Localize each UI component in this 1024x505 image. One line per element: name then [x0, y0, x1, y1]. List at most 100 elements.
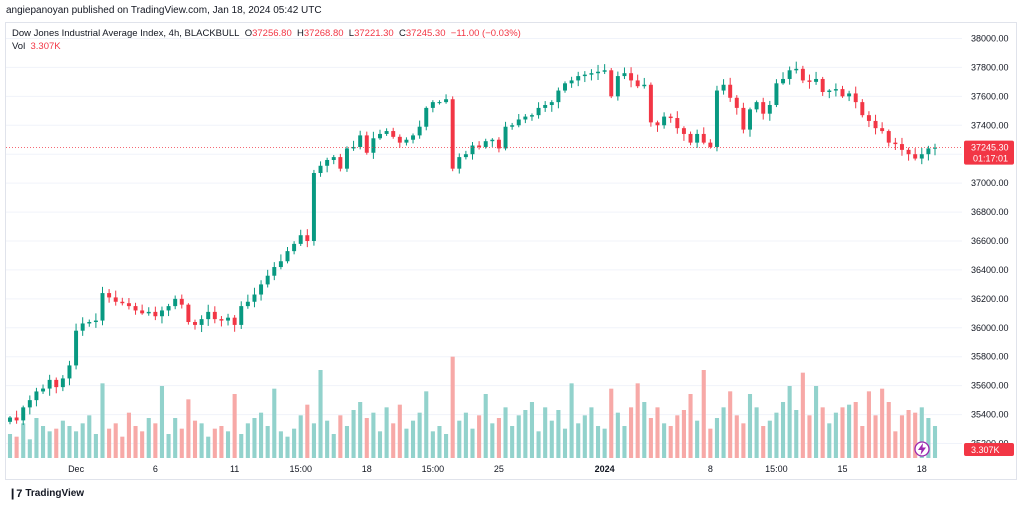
- volume-bar: [483, 394, 488, 458]
- y-tick-label: 36400.00: [971, 265, 1009, 275]
- x-tick-label: 15:00: [289, 464, 312, 474]
- volume-legend-row: Vol 3.307K: [12, 40, 521, 53]
- volume-bar: [245, 423, 250, 458]
- volume-bar: [206, 436, 211, 458]
- volume-bar: [714, 418, 720, 458]
- candle-body: [226, 317, 231, 321]
- volume-bar: [410, 420, 416, 458]
- candle-body: [536, 107, 541, 116]
- candle-body: [199, 319, 204, 325]
- lightning-icon[interactable]: [914, 441, 930, 457]
- candle-body: [120, 301, 125, 304]
- candle-body: [668, 116, 673, 119]
- volume-bar: [543, 407, 548, 458]
- candle-body: [827, 90, 832, 92]
- y-tick-label: 38000.00: [971, 33, 1009, 43]
- candle-body: [437, 102, 442, 104]
- candle-body: [417, 126, 422, 136]
- candle-body: [767, 105, 772, 114]
- volume-bar: [556, 410, 561, 458]
- candle-body: [54, 379, 59, 388]
- volume-bar: [311, 423, 316, 458]
- candle-body: [754, 102, 759, 110]
- volume-bar: [833, 412, 838, 458]
- volume-bar: [847, 404, 852, 458]
- chart-frame[interactable]: [5, 22, 1017, 480]
- x-tick-label: 15:00: [422, 464, 445, 474]
- volume-bar: [906, 410, 911, 458]
- volume-bar: [523, 410, 528, 458]
- volume-bar: [681, 410, 686, 458]
- volume-bar: [932, 426, 938, 458]
- close-label: C: [399, 28, 406, 39]
- candle-body: [14, 417, 19, 421]
- y-tick-label: 36200.00: [971, 294, 1009, 304]
- candle-body: [701, 133, 706, 143]
- volume-bar: [688, 394, 693, 458]
- candle-body: [424, 107, 429, 127]
- candle-body: [325, 159, 330, 166]
- volume-bar: [344, 426, 350, 458]
- volume-bar: [179, 428, 184, 458]
- volume-bar: [622, 426, 627, 458]
- candle-body: [285, 251, 290, 262]
- y-tick-label: 36000.00: [971, 323, 1009, 333]
- volume-bar: [510, 426, 515, 458]
- candle-body: [549, 102, 554, 106]
- candle-body: [814, 78, 819, 82]
- candle-body: [430, 102, 435, 108]
- volume-bar: [708, 428, 713, 458]
- volume-bar: [93, 434, 98, 458]
- candle-body: [318, 165, 323, 174]
- volume-bar: [648, 418, 653, 458]
- volume-value-label: 3.307K: [964, 443, 1014, 456]
- volume-bar: [252, 418, 257, 458]
- candle-body: [100, 293, 105, 321]
- candle-body: [602, 70, 607, 72]
- volume-bar: [450, 356, 455, 458]
- x-tick-label: 15: [837, 464, 847, 474]
- y-tick-label: 35800.00: [971, 352, 1009, 362]
- volume-bar: [880, 388, 885, 458]
- volume-bar: [377, 431, 383, 458]
- volume-bar: [272, 388, 277, 458]
- candle-body: [582, 74, 587, 77]
- x-tick-label: 11: [230, 464, 239, 474]
- volume-bar: [338, 415, 343, 458]
- candle-body: [470, 145, 475, 155]
- volume-bar: [569, 383, 574, 458]
- candle-body: [774, 83, 779, 106]
- candle-body: [490, 139, 495, 142]
- candle-body: [496, 139, 501, 149]
- candle-body: [457, 157, 462, 169]
- volume-bar: [926, 418, 931, 458]
- volume-bar: [140, 431, 145, 458]
- y-tick-label: 35400.00: [971, 410, 1009, 420]
- volume-bar: [199, 423, 204, 458]
- publisher-line: angiepanoyan published on TradingView.co…: [6, 5, 322, 16]
- candle-body: [880, 128, 885, 132]
- last-price-text: 37245.30: [971, 143, 1009, 153]
- candle-body: [166, 306, 171, 311]
- candle-body: [648, 84, 653, 123]
- candle-body: [615, 76, 620, 97]
- candle-body: [245, 301, 250, 307]
- volume-bar: [437, 426, 442, 458]
- footer-brand[interactable]: ❙7 TradingView: [8, 487, 84, 500]
- volume-bar: [576, 423, 581, 458]
- volume-bar: [318, 370, 323, 458]
- volume-bar: [21, 423, 26, 458]
- candle-body: [833, 89, 838, 91]
- volume-bar: [582, 415, 587, 458]
- volume-bar: [397, 404, 402, 458]
- candle-body: [60, 378, 65, 388]
- volume-bar: [463, 412, 468, 458]
- volume-value-text: 3.307K: [971, 445, 1000, 455]
- volume-bar: [305, 404, 310, 458]
- candle-body: [351, 146, 356, 149]
- x-tick-label: 6: [153, 464, 158, 474]
- volume-bar: [728, 391, 733, 458]
- candle-body: [523, 116, 528, 120]
- volume-bar: [232, 394, 237, 458]
